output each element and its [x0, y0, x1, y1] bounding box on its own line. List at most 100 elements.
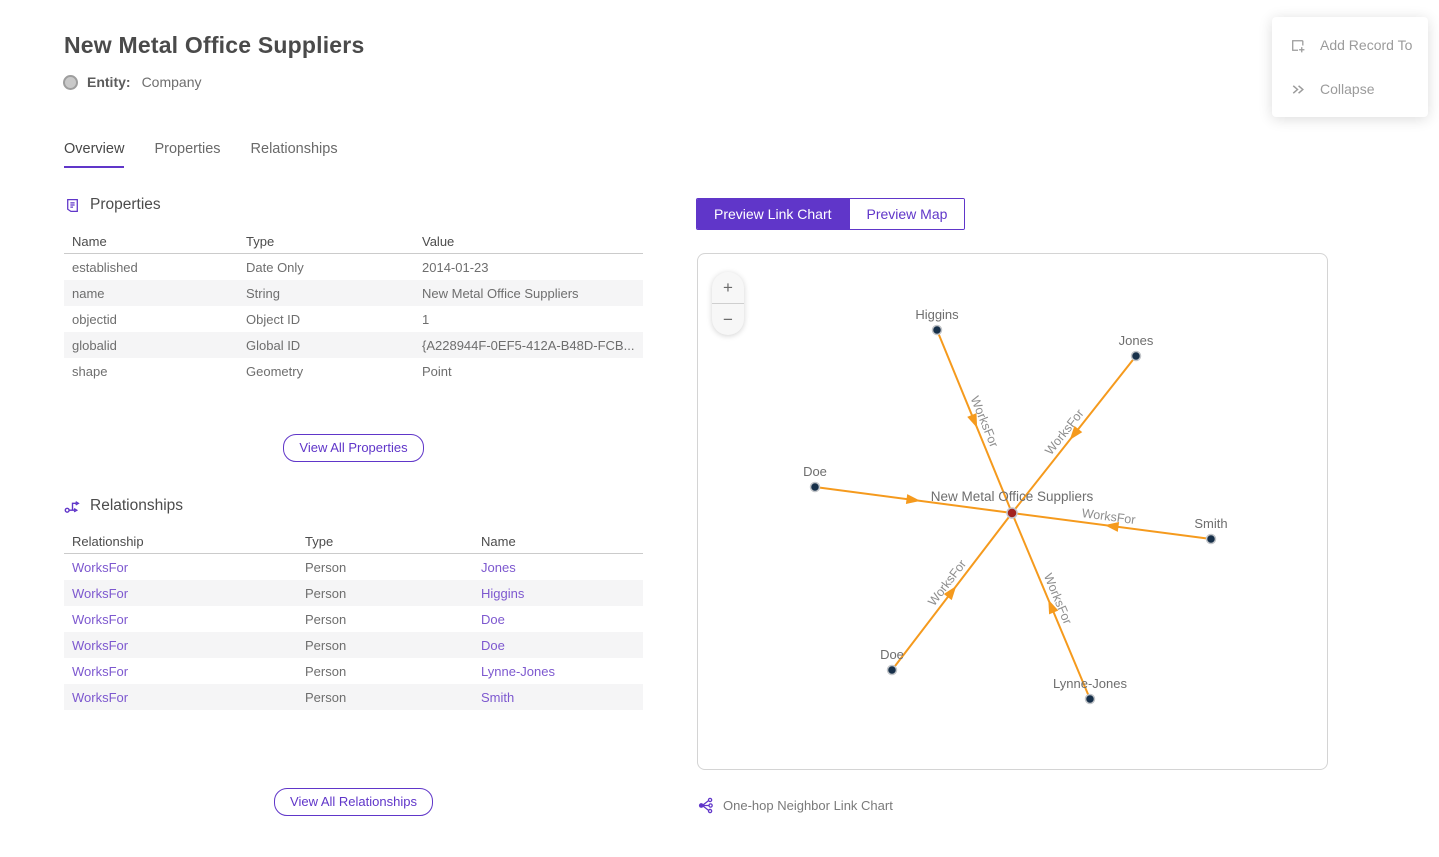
property-value: New Metal Office Suppliers: [422, 285, 579, 301]
menu-item-label: Collapse: [1320, 81, 1375, 97]
chart-zoom-control: + −: [712, 272, 744, 335]
property-type: String: [246, 285, 280, 301]
relationship-link[interactable]: WorksFor: [72, 611, 129, 627]
edge-label: WorksFor: [1081, 506, 1136, 527]
relationships-heading-label: Relationships: [90, 497, 184, 514]
relationship-link[interactable]: WorksFor: [72, 637, 129, 653]
relationship-link[interactable]: WorksFor: [72, 663, 129, 679]
relationship-row: WorksFor Person Doe: [64, 632, 643, 658]
property-value: {A228944F-0EF5-412A-B48D-FCB...: [422, 337, 635, 353]
property-name: objectid: [72, 311, 117, 327]
edge-label: WorksFor: [925, 557, 969, 608]
tab-bar: Overview Properties Relationships: [64, 141, 338, 168]
zoom-out-button[interactable]: −: [712, 304, 744, 335]
menu-item-add-record-to[interactable]: Add Record To: [1272, 23, 1428, 67]
edge-arrowhead: [943, 585, 957, 601]
property-type: Geometry: [246, 363, 304, 379]
relationship-row: WorksFor Person Jones: [64, 554, 643, 580]
zoom-control-divider: [712, 303, 744, 304]
property-type: Global ID: [246, 337, 301, 353]
edge-arrowhead: [1048, 599, 1059, 615]
edge-label: WorksFor: [1041, 571, 1075, 626]
column-header: Type: [246, 234, 275, 249]
relationships-section-heading: Relationships: [64, 497, 183, 515]
preview-toggle: Preview Link Chart Preview Map: [696, 198, 966, 230]
relationship-row: WorksFor Person Higgins: [64, 580, 643, 606]
tab-relationships[interactable]: Relationships: [250, 141, 338, 157]
relationships-table: Relationship Type Name WorksFor Person Jones…: [64, 530, 643, 710]
property-type: Object ID: [246, 311, 301, 327]
column-header: Type: [305, 534, 334, 549]
entity-name-link[interactable]: Jones: [481, 559, 516, 575]
relationship-type: Person: [305, 663, 347, 679]
relationship-row: WorksFor Person Doe: [64, 606, 643, 632]
tab-properties[interactable]: Properties: [154, 141, 221, 157]
entity-name-link[interactable]: Doe: [481, 611, 505, 627]
property-name: shape: [72, 363, 108, 379]
properties-icon: [67, 198, 78, 212]
entity-label: Entity:: [87, 74, 131, 90]
relationship-type: Person: [305, 585, 347, 601]
collapse-icon: [1292, 84, 1304, 94]
graph-node-label: Smith: [1194, 516, 1227, 531]
relationship-link[interactable]: WorksFor: [72, 689, 129, 705]
relationships-table-header: Relationship Type Name: [64, 530, 643, 554]
property-row: established Date Only 2014-01-23: [64, 254, 643, 280]
graph-node: [809, 481, 821, 493]
preview-link-chart-button[interactable]: Preview Link Chart: [697, 199, 849, 229]
property-name: globalid: [72, 337, 117, 353]
graph-node-label: Higgins: [915, 307, 959, 322]
column-header: Relationship: [72, 534, 144, 549]
edge-arrowhead: [1069, 425, 1083, 440]
entity-name-link[interactable]: Smith: [481, 689, 515, 705]
property-row: objectid Object ID 1: [64, 306, 643, 332]
entity-name-link[interactable]: Lynne-Jones: [481, 663, 555, 679]
property-value: 1: [422, 311, 430, 327]
chart-caption-label: One-hop Neighbor Link Chart: [723, 798, 893, 813]
properties-section-heading: Properties: [64, 196, 161, 214]
graph-node-label: Doe: [803, 464, 827, 479]
entity-type-icon: [63, 74, 78, 90]
menu-item-collapse[interactable]: Collapse: [1272, 67, 1428, 111]
graph-node-label: Doe: [880, 647, 904, 662]
entity-type-row: Entity: Company: [63, 74, 201, 90]
zoom-in-button[interactable]: +: [712, 272, 744, 303]
menu-item-label: Add Record To: [1320, 37, 1413, 53]
graph-node: [931, 324, 943, 336]
graph-node: [1084, 693, 1096, 705]
relationship-link[interactable]: WorksFor: [72, 559, 129, 575]
preview-map-button[interactable]: Preview Map: [848, 199, 965, 229]
relationships-icon: [64, 500, 80, 513]
relationship-type: Person: [305, 637, 347, 653]
entity-name-link[interactable]: Doe: [481, 637, 505, 653]
tab-overview[interactable]: Overview: [64, 141, 125, 168]
relationships-table-body: WorksFor Person Jones WorksFor Person Higgins…: [64, 554, 643, 710]
graph-node: [1130, 350, 1142, 362]
graph-node-label: Jones: [1119, 333, 1154, 348]
edge-arrowhead: [1104, 521, 1120, 532]
property-value: 2014-01-23: [422, 259, 489, 275]
view-all-properties-button[interactable]: View All Properties: [283, 434, 424, 462]
property-row: name String New Metal Office Suppliers: [64, 280, 643, 306]
entity-name-link[interactable]: Higgins: [481, 585, 525, 601]
column-header: Name: [72, 234, 107, 249]
relationship-row: WorksFor Person Lynne-Jones: [64, 658, 643, 684]
property-type: Date Only: [246, 259, 304, 275]
graph-center-node: [1006, 507, 1018, 519]
context-menu: Add Record To Collapse: [1272, 17, 1428, 117]
edge-arrowhead: [967, 413, 978, 428]
relationship-link[interactable]: WorksFor: [72, 585, 129, 601]
property-name: established: [72, 259, 138, 275]
view-all-relationships-button[interactable]: View All Relationships: [274, 788, 433, 816]
graph-center-node-label: New Metal Office Suppliers: [931, 489, 1094, 504]
properties-heading-label: Properties: [90, 196, 161, 213]
column-header: Value: [422, 234, 455, 249]
entity-type-value: Company: [141, 74, 202, 90]
page-title: New Metal Office Suppliers: [64, 32, 365, 58]
relationship-type: Person: [305, 689, 347, 705]
properties-table-body: established Date Only 2014-01-23 name String…: [64, 254, 643, 384]
properties-table-header: Name Type Value: [64, 230, 643, 254]
chart-caption: One-hop Neighbor Link Chart: [697, 797, 893, 814]
graph-node-label: Lynne-Jones: [1053, 676, 1127, 691]
